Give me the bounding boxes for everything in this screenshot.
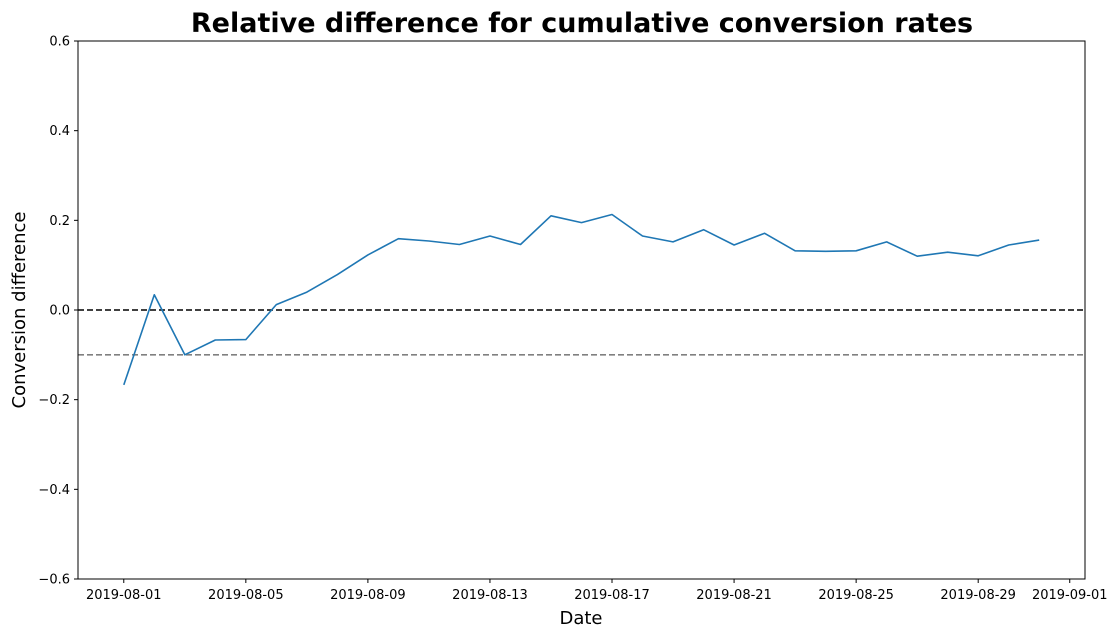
x-tick-label: 2019-08-21 (696, 588, 772, 603)
x-tick-label: 2019-09-01 (1032, 588, 1108, 603)
y-tick-label: 0.4 (49, 124, 70, 139)
x-axis: 2019-08-01 2019-08-05 2019-08-09 2019-08-13… (86, 579, 1108, 603)
x-tick-label: 2019-08-25 (818, 588, 894, 603)
y-tick-label: 0.6 (49, 35, 70, 50)
series-group (123, 213, 1040, 386)
series-line-0 (123, 213, 1040, 386)
chart-title: Relative difference for cumulative conve… (191, 8, 973, 39)
x-tick-label: 2019-08-29 (940, 588, 1016, 603)
y-tick-label: 0.0 (49, 304, 70, 319)
x-axis-label: Date (559, 608, 602, 629)
reference-lines (78, 309, 1085, 356)
x-tick-label: 2019-08-17 (574, 588, 650, 603)
y-axis-label: Conversion difference (9, 212, 30, 409)
x-tick-label: 2019-08-09 (330, 588, 406, 603)
y-tick-label: −0.4 (38, 483, 70, 498)
y-axis: −0.6 −0.4 −0.2 0.0 0.2 0.4 0.6 (38, 35, 78, 588)
x-tick-label: 2019-08-05 (208, 588, 284, 603)
x-tick-label: 2019-08-13 (452, 588, 528, 603)
y-tick-label: −0.2 (38, 393, 70, 408)
x-tick-label: 2019-08-01 (86, 588, 162, 603)
y-tick-label: 0.2 (49, 214, 70, 229)
y-tick-label: −0.6 (38, 573, 70, 588)
